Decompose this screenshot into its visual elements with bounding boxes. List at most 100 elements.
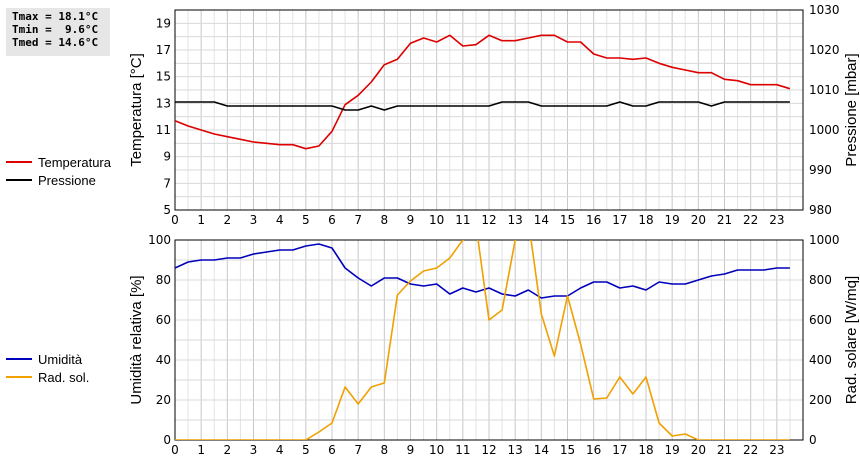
y-tick-label: 60: [156, 313, 171, 327]
legend-swatch-rad-sol: [6, 376, 32, 378]
y-tick-label: 15: [156, 70, 171, 84]
legend-label-temperatura: Temperatura: [38, 154, 111, 170]
x-tick-label: 11: [455, 213, 470, 227]
x-tick-label: 5: [302, 213, 310, 227]
y2-tick-label: 1030: [809, 3, 840, 17]
x-tick-label: 23: [769, 443, 784, 457]
x-tick-label: 6: [328, 213, 336, 227]
x-tick-label: 3: [250, 213, 258, 227]
y-tick-label: 40: [156, 353, 171, 367]
x-tick-label: 18: [638, 443, 653, 457]
y2-tick-label: 1000: [809, 123, 840, 137]
x-tick-label: 5: [302, 443, 310, 457]
series-line-rad-sol: [175, 240, 790, 440]
y-tick-label: 9: [163, 150, 171, 164]
x-tick-label: 2: [224, 213, 232, 227]
legend-item-umidita: Umidità: [6, 350, 89, 368]
series-line-temperatura: [175, 34, 791, 150]
series-line-umidita: [175, 243, 790, 299]
legend-label-umidita: Umidità: [38, 351, 83, 367]
legend-swatch-pressione: [6, 179, 32, 181]
legend-bottom: Umidità Rad. sol.: [6, 350, 89, 386]
x-tick-label: 12: [481, 213, 496, 227]
y2-tick-label: 1000: [809, 233, 840, 247]
x-tick-label: 16: [586, 213, 601, 227]
x-tick-label: 8: [381, 443, 389, 457]
x-tick-label: 15: [560, 443, 575, 457]
x-tick-label: 20: [691, 213, 706, 227]
y-tick-label: 80: [156, 273, 171, 287]
x-tick-label: 3: [250, 443, 258, 457]
y-tick-label: 17: [156, 43, 171, 57]
y2-axis-label: Rad. solare [W/mq]: [843, 276, 860, 404]
x-tick-label: 2: [224, 443, 232, 457]
plot-frame: [174, 9, 804, 211]
y2-tick-label: 990: [809, 163, 832, 177]
x-tick-label: 12: [481, 443, 496, 457]
stats-box: Tmax = 18.1°C Tmin = 9.6°C Tmed = 14.6°C: [6, 8, 110, 56]
y-axis-label: Temperatura [°C]: [128, 53, 145, 167]
x-tick-label: 14: [534, 213, 549, 227]
y2-tick-label: 1010: [809, 83, 840, 97]
legend-item-pressione: Pressione: [6, 171, 111, 189]
y2-tick-label: 400: [809, 353, 832, 367]
x-tick-label: 15: [560, 213, 575, 227]
x-tick-label: 1: [197, 443, 205, 457]
x-tick-label: 9: [407, 213, 415, 227]
y2-tick-label: 600: [809, 313, 832, 327]
x-tick-label: 19: [665, 443, 680, 457]
x-tick-label: 22: [743, 213, 758, 227]
x-tick-label: 19: [665, 213, 680, 227]
y2-tick-label: 200: [809, 393, 832, 407]
x-tick-label: 14: [534, 443, 549, 457]
x-tick-label: 23: [769, 213, 784, 227]
stat-tmax: Tmax = 18.1°C: [12, 10, 99, 23]
chart-panel-1: 0 1 2 3 4 5 6 7 8 9 10 11 12 13 14 15 16 17 18 19 20 21 22 2357…: [128, 3, 860, 227]
y-tick-label: 19: [156, 16, 171, 30]
legend-label-rad-sol: Rad. sol.: [38, 369, 90, 385]
legend-item-temperatura: Temperatura: [6, 153, 111, 171]
x-tick-label: 7: [354, 443, 362, 457]
x-tick-label: 16: [586, 443, 601, 457]
x-tick-label: 17: [612, 213, 627, 227]
x-tick-label: 6: [328, 443, 336, 457]
plot-frame: [174, 239, 804, 441]
stat-tmin: Tmin = 9.6°C: [12, 23, 99, 36]
x-tick-label: 0: [171, 213, 179, 227]
x-tick-label: 22: [743, 443, 758, 457]
x-tick-label: 0: [171, 443, 179, 457]
legend-label-pressione: Pressione: [38, 172, 96, 188]
y-tick-label: 100: [148, 233, 171, 247]
y-tick-label: 13: [156, 96, 171, 110]
legend-swatch-umidita: [6, 358, 32, 360]
x-tick-label: 21: [717, 443, 732, 457]
x-tick-label: 17: [612, 443, 627, 457]
y-tick-label: 5: [163, 203, 171, 217]
x-tick-label: 4: [276, 443, 284, 457]
y2-tick-label: 800: [809, 273, 832, 287]
y2-tick-label: 1020: [809, 43, 840, 57]
stat-tmed: Tmed = 14.6°C: [12, 36, 99, 49]
y-tick-label: 0: [163, 433, 171, 447]
chart-panel-2: 0 1 2 3 4 5 6 7 8 9 10 11 12 13 14 15 16 17 18 19 20 21 22 2302…: [128, 233, 860, 457]
x-tick-label: 8: [381, 213, 389, 227]
x-tick-label: 4: [276, 213, 284, 227]
x-tick-label: 1: [197, 213, 205, 227]
series-line-pressione: [175, 101, 790, 111]
y-tick-label: 20: [156, 393, 171, 407]
x-tick-label: 13: [508, 443, 523, 457]
y2-tick-label: 980: [809, 203, 832, 217]
legend-swatch-temperatura: [6, 161, 32, 163]
y2-tick-label: 0: [809, 433, 817, 447]
x-tick-label: 20: [691, 443, 706, 457]
x-tick-label: 10: [429, 443, 444, 457]
x-tick-label: 9: [407, 443, 415, 457]
y-tick-label: 7: [163, 176, 171, 190]
y-tick-label: 11: [156, 123, 171, 137]
legend-top: Temperatura Pressione: [6, 153, 111, 189]
y-axis-label: Umidità relativa [%]: [128, 275, 145, 404]
y2-axis-label: Pressione [mbar]: [843, 53, 860, 166]
x-tick-label: 18: [638, 213, 653, 227]
x-tick-label: 13: [508, 213, 523, 227]
